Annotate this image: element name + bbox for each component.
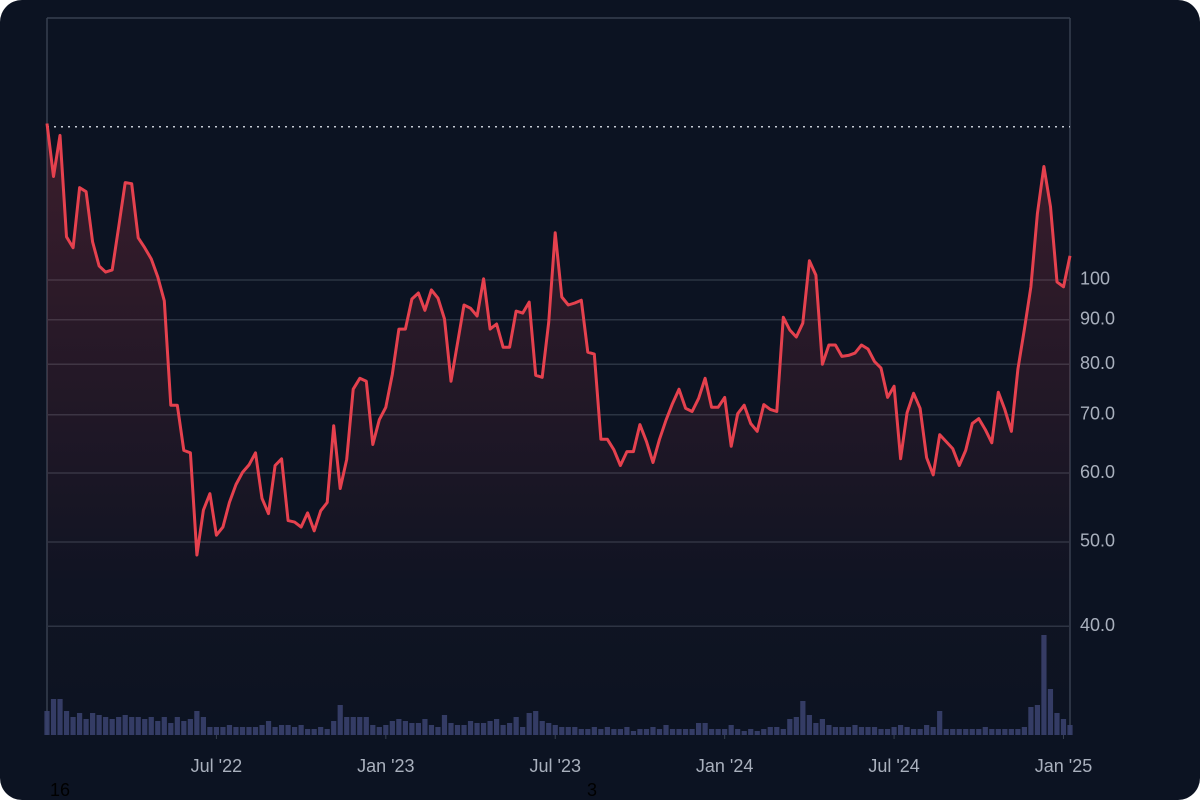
y-tick-label: 50.0 — [1080, 531, 1115, 551]
y-tick-label: 90.0 — [1080, 309, 1115, 329]
x-tick-label: Jan '24 — [696, 756, 753, 776]
price-line — [45, 123, 1072, 557]
x-tick-label: Jul '24 — [868, 756, 919, 776]
y-tick-label: 80.0 — [1080, 353, 1115, 373]
price-area — [47, 123, 1070, 735]
y-tick-label: 60.0 — [1080, 462, 1115, 482]
x-tick-label: Jul '23 — [530, 756, 581, 776]
x-tick-label: Jul '22 — [191, 756, 242, 776]
y-tick-label: 70.0 — [1080, 404, 1115, 424]
y-tick-label: 100 — [1080, 269, 1110, 289]
x-tick-label: Jan '23 — [357, 756, 414, 776]
x-tick-label: Jan '25 — [1035, 756, 1092, 776]
y-tick-label: 40.0 — [1080, 615, 1115, 635]
footer-label: 16 — [50, 780, 70, 800]
footer-label: 3 — [587, 780, 597, 800]
